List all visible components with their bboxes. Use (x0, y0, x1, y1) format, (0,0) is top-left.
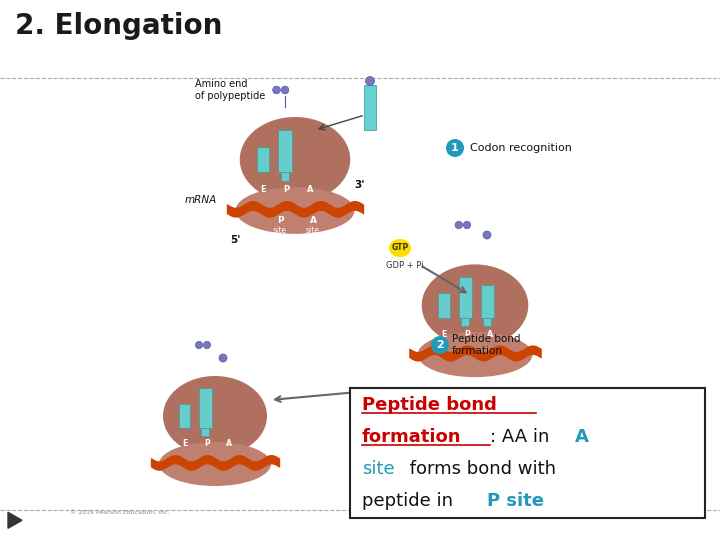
Text: GDP + Pi: GDP + Pi (386, 260, 424, 269)
Text: : AA in: : AA in (490, 428, 556, 446)
Polygon shape (199, 388, 212, 428)
Ellipse shape (282, 86, 289, 94)
Ellipse shape (159, 442, 271, 486)
Text: A: A (226, 440, 233, 449)
Text: P: P (204, 440, 210, 449)
Text: P: P (464, 329, 469, 339)
Text: P: P (284, 185, 289, 194)
Polygon shape (364, 85, 376, 130)
Text: GTP: GTP (392, 244, 409, 253)
Text: site: site (273, 226, 287, 235)
Ellipse shape (273, 86, 280, 94)
Ellipse shape (418, 332, 532, 377)
Polygon shape (481, 285, 494, 318)
Text: forms bond with: forms bond with (404, 460, 556, 478)
Text: A: A (487, 329, 493, 339)
Text: A: A (307, 185, 313, 194)
Text: site: site (362, 460, 395, 478)
Ellipse shape (204, 341, 211, 349)
Ellipse shape (446, 139, 464, 157)
Bar (350, 388, 705, 518)
Text: Peptide bond
formation: Peptide bond formation (452, 334, 521, 356)
Ellipse shape (483, 231, 491, 239)
Text: 5': 5' (230, 235, 240, 245)
Polygon shape (438, 293, 449, 318)
Ellipse shape (463, 221, 471, 229)
Ellipse shape (219, 354, 227, 362)
Text: site: site (306, 226, 320, 235)
Text: 2. Elongation: 2. Elongation (15, 12, 222, 40)
Text: E: E (182, 440, 187, 449)
Text: P: P (276, 216, 283, 225)
Text: 2: 2 (436, 340, 444, 350)
Text: formation: formation (362, 428, 462, 446)
Ellipse shape (422, 265, 528, 346)
Ellipse shape (366, 77, 374, 85)
Ellipse shape (431, 336, 449, 354)
Ellipse shape (195, 341, 202, 349)
Ellipse shape (235, 187, 354, 234)
Polygon shape (459, 276, 472, 318)
Polygon shape (281, 172, 289, 181)
Text: P site: P site (487, 492, 544, 510)
Polygon shape (202, 428, 210, 436)
Polygon shape (179, 404, 190, 428)
Text: 3': 3' (355, 180, 365, 190)
Polygon shape (461, 318, 469, 326)
Polygon shape (8, 512, 22, 528)
Polygon shape (483, 318, 492, 326)
Polygon shape (257, 147, 269, 172)
Text: Amino end
of polypeptide: Amino end of polypeptide (195, 79, 265, 101)
Text: © 2019 Pearson Education, Inc.: © 2019 Pearson Education, Inc. (70, 510, 170, 515)
Ellipse shape (240, 117, 350, 202)
Text: E: E (441, 329, 446, 339)
Text: peptide in: peptide in (362, 492, 459, 510)
Text: Peptide bond: Peptide bond (362, 396, 497, 414)
Text: E: E (260, 185, 266, 194)
Text: A: A (575, 428, 588, 446)
Text: A: A (310, 216, 317, 225)
Ellipse shape (163, 376, 267, 456)
Ellipse shape (455, 221, 462, 229)
Polygon shape (278, 130, 292, 172)
Text: Codon recognition: Codon recognition (470, 143, 572, 153)
Ellipse shape (389, 239, 411, 257)
Text: 1: 1 (451, 143, 459, 153)
Text: mRNA: mRNA (185, 195, 217, 205)
